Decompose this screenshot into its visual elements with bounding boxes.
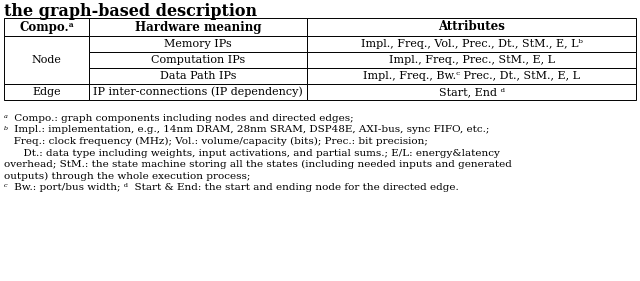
Text: Compo.ᵃ: Compo.ᵃ: [19, 21, 74, 33]
Text: ᵃ: ᵃ: [4, 114, 8, 123]
Bar: [90, 36, 307, 52]
Text: Edge: Edge: [33, 87, 61, 97]
Text: Compo.: graph components including nodes and directed edges;: Compo.: graph components including nodes…: [11, 114, 354, 123]
Text: Freq.: clock frequency (MHz); Vol.: volume/capacity (bits); Prec.: bit precision: Freq.: clock frequency (MHz); Vol.: volu…: [4, 137, 428, 146]
Text: Dt.: data type including weights, input activations, and partial sums.; E/L: ene: Dt.: data type including weights, input …: [4, 148, 500, 157]
Text: Impl., Freq., Bw.ᶜ Prec., Dt., StM., E, L: Impl., Freq., Bw.ᶜ Prec., Dt., StM., E, …: [363, 71, 580, 81]
Text: Bw.: port/bus width; ᵈ  Start & End: the start and ending node for the directed : Bw.: port/bus width; ᵈ Start & End: the …: [11, 183, 459, 192]
Text: Data Path IPs: Data Path IPs: [160, 71, 237, 81]
Bar: [4, 84, 90, 100]
Bar: [90, 68, 307, 84]
Bar: [307, 68, 636, 84]
Text: Impl., Freq., Vol., Prec., Dt., StM., E, Lᵇ: Impl., Freq., Vol., Prec., Dt., StM., E,…: [361, 39, 582, 49]
Text: Start, End ᵈ: Start, End ᵈ: [438, 87, 505, 97]
Bar: [307, 18, 636, 36]
Text: Memory IPs: Memory IPs: [164, 39, 232, 49]
Text: IP inter-connections (IP dependency): IP inter-connections (IP dependency): [93, 87, 303, 97]
Bar: [307, 84, 636, 100]
Bar: [307, 52, 636, 68]
Text: the graph-based description: the graph-based description: [4, 3, 257, 20]
Text: Node: Node: [32, 55, 61, 65]
Text: Computation IPs: Computation IPs: [151, 55, 246, 65]
Text: Impl., Freq., Prec., StM., E, L: Impl., Freq., Prec., StM., E, L: [388, 55, 555, 65]
Bar: [4, 36, 90, 84]
Text: ᶜ: ᶜ: [4, 183, 8, 192]
Text: overhead; StM.: the state machine storing all the states (including needed input: overhead; StM.: the state machine storin…: [4, 160, 512, 169]
Bar: [307, 36, 636, 52]
Text: Impl.: implementation, e.g., 14nm DRAM, 28nm SRAM, DSP48E, AXI-bus, sync FIFO, e: Impl.: implementation, e.g., 14nm DRAM, …: [11, 126, 490, 135]
Text: Attributes: Attributes: [438, 21, 505, 33]
Bar: [4, 18, 90, 36]
Text: outputs) through the whole execution process;: outputs) through the whole execution pro…: [4, 171, 250, 181]
Bar: [90, 52, 307, 68]
Text: ᵇ: ᵇ: [4, 126, 8, 135]
Bar: [90, 84, 307, 100]
Bar: [90, 18, 307, 36]
Text: Hardware meaning: Hardware meaning: [135, 21, 262, 33]
